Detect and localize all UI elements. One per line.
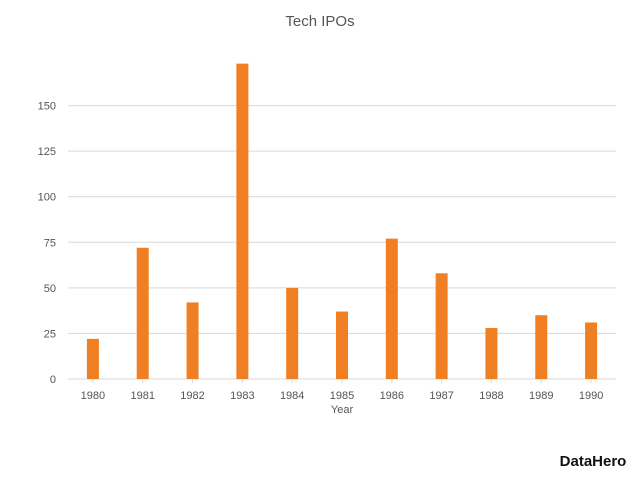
bar-1984	[286, 287, 299, 379]
x-tick-label: 1980	[81, 390, 105, 402]
x-tick-label: 1983	[230, 390, 254, 402]
bar-1986	[385, 238, 398, 379]
y-tick-label: 0	[50, 374, 56, 386]
y-tick-label: 50	[44, 283, 56, 295]
y-tick-label: 75	[44, 237, 56, 249]
bar-1988	[485, 327, 498, 379]
x-tick-label: 1986	[380, 390, 404, 402]
bar-1985	[336, 311, 348, 379]
bar-1987	[435, 273, 448, 379]
x-tick-label: 1981	[130, 390, 154, 402]
grid-lines	[68, 105, 616, 380]
bar-1982	[186, 302, 199, 379]
bars	[86, 63, 598, 379]
x-tick-label: 1984	[280, 390, 304, 402]
bar-1981	[136, 247, 149, 379]
x-tick-label: 1989	[529, 390, 553, 402]
y-tick-label: 150	[38, 101, 56, 113]
x-tick-label: 1987	[429, 390, 453, 402]
chart-title: Tech IPOs	[285, 13, 354, 30]
x-tick-label: 1988	[479, 390, 503, 402]
x-tick-label: 1982	[180, 390, 204, 402]
bar-1989	[535, 315, 548, 379]
bar-1980	[86, 338, 99, 379]
bar-1990	[585, 322, 598, 379]
bar-1983	[236, 63, 249, 379]
x-axis-label: Year	[331, 404, 354, 416]
x-axis-ticks: 1980 1981 1982 1983 1984 1985 1986 1987 1988 1989…	[81, 379, 603, 402]
x-tick-label: 1985	[330, 390, 354, 402]
y-tick-label: 25	[44, 328, 56, 340]
y-tick-label: 100	[38, 192, 56, 204]
x-tick-label: 1990	[579, 390, 603, 402]
y-axis-ticks: 0 25 50 75 100 125 150	[38, 101, 56, 386]
datahero-logo: DataHero	[560, 453, 627, 470]
y-tick-label: 125	[38, 146, 56, 158]
